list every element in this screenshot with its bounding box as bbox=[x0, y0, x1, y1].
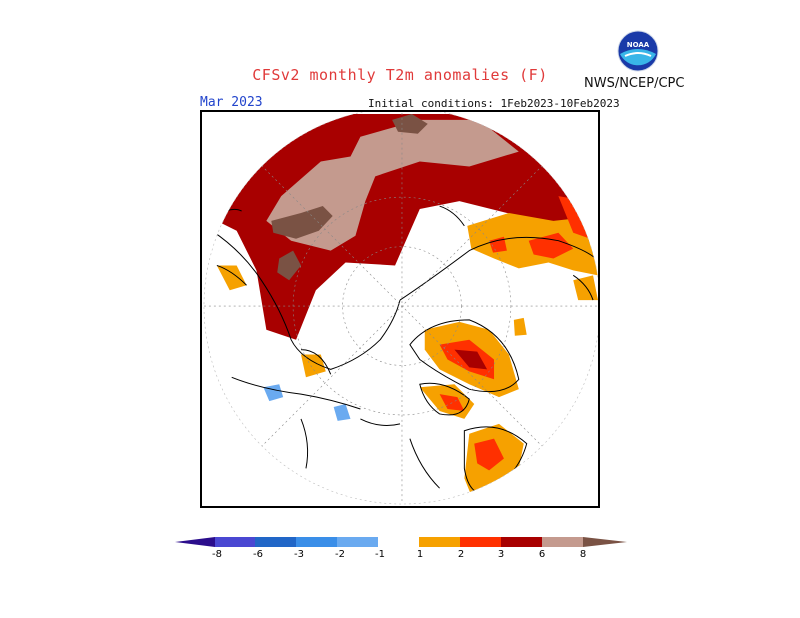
forecast-month: Mar 2023 bbox=[200, 95, 263, 110]
colorbar-tick: -8 bbox=[212, 549, 222, 560]
colorbar-tick: 8 bbox=[579, 549, 587, 560]
colorbar-high-triangle bbox=[583, 537, 627, 547]
colorbar-bin bbox=[337, 537, 378, 547]
colorbar-bin bbox=[542, 537, 583, 547]
anomaly-region-darkbrown bbox=[271, 206, 333, 239]
colorbar-bin bbox=[296, 537, 337, 547]
colorbar-tick: 1 bbox=[416, 549, 424, 560]
initial-conditions: Initial conditions: 1Feb2023-10Feb2023 bbox=[368, 97, 620, 110]
colorbar-bin bbox=[255, 537, 296, 547]
colorbar-tick: -3 bbox=[294, 549, 304, 560]
colorbar-tick: -1 bbox=[375, 549, 385, 560]
colorbar-bin bbox=[460, 537, 501, 547]
noaa-logo-icon: NOAA bbox=[617, 30, 659, 72]
anomaly-region-darkbrown-3 bbox=[277, 250, 302, 281]
noaa-logo-text: NOAA bbox=[627, 41, 650, 49]
colorbar-bin bbox=[419, 537, 460, 547]
colorbar-bin bbox=[378, 537, 419, 547]
colorbar-bin bbox=[501, 537, 542, 547]
colorbar-tick: -6 bbox=[253, 549, 263, 560]
colorbar-low-triangle bbox=[175, 537, 215, 547]
chart-title: CFSv2 monthly T2m anomalies (F) bbox=[252, 66, 548, 84]
colorbar-tick: 6 bbox=[538, 549, 546, 560]
graticule bbox=[203, 112, 598, 505]
anomaly-map bbox=[200, 110, 600, 508]
colorbar-tick: 3 bbox=[497, 549, 505, 560]
agency-label: NWS/NCEP/CPC bbox=[584, 76, 685, 91]
colorbar-tick: 2 bbox=[457, 549, 465, 560]
colorbar-tick: -2 bbox=[335, 549, 345, 560]
polar-map-svg bbox=[203, 112, 598, 505]
anomaly-region-darkred bbox=[203, 113, 598, 340]
anomaly-region-darkbrown-2 bbox=[392, 113, 428, 134]
colorbar bbox=[175, 537, 627, 547]
colorbar-bin bbox=[215, 537, 255, 547]
